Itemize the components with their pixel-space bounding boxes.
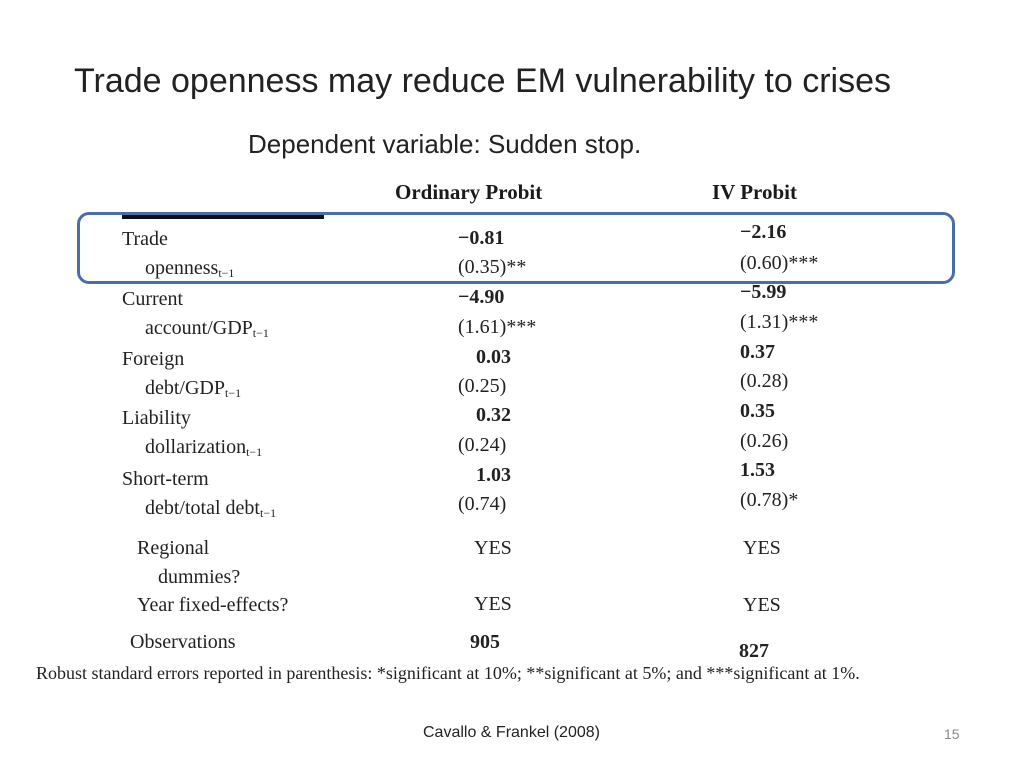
row-label-line1: Liability bbox=[122, 407, 191, 429]
ordinary-probit-regional-dummies: YES bbox=[474, 537, 512, 559]
row-label-line1: Foreign bbox=[122, 348, 185, 370]
source-citation: Cavallo & Frankel (2008) bbox=[423, 724, 600, 741]
iv-probit-std-error: (0.60)*** bbox=[740, 252, 819, 274]
ordinary-probit-std-error: (0.35)** bbox=[458, 256, 527, 278]
ordinary-probit-std-error: (0.25) bbox=[458, 375, 507, 397]
ordinary-probit-coefficient: 1.03 bbox=[476, 464, 511, 486]
row-label-line2: dollarizationt−1 bbox=[145, 436, 263, 459]
ordinary-probit-year-fixed-effects: YES bbox=[474, 593, 512, 615]
slide-subtitle: Dependent variable: Sudden stop. bbox=[248, 129, 642, 159]
ordinary-probit-coefficient: 0.32 bbox=[476, 404, 511, 426]
row-label-line2: debt/GDPt−1 bbox=[145, 377, 242, 400]
year-fixed-effects-label: Year fixed-effects? bbox=[137, 594, 289, 616]
row-label-line2: opennesst−1 bbox=[145, 257, 235, 280]
iv-probit-std-error: (0.28) bbox=[740, 370, 789, 392]
iv-probit-coefficient: −5.99 bbox=[740, 281, 787, 303]
table-footnote: Robust standard errors reported in paren… bbox=[36, 663, 860, 683]
ordinary-probit-std-error: (0.74) bbox=[458, 493, 507, 515]
ordinary-probit-coefficient: 0.03 bbox=[476, 346, 511, 368]
slide-title: Trade openness may reduce EM vulnerabili… bbox=[74, 62, 891, 100]
ordinary-probit-observations: 905 bbox=[470, 631, 500, 653]
iv-probit-regional-dummies: YES bbox=[743, 537, 781, 559]
ordinary-probit-coefficient: −4.90 bbox=[458, 286, 505, 308]
iv-probit-std-error: (0.26) bbox=[740, 430, 789, 452]
table-top-rule bbox=[122, 215, 324, 219]
row-label-line2: account/GDPt−1 bbox=[145, 317, 269, 340]
row-label-line1: Current bbox=[122, 288, 184, 310]
column-header-iv-probit: IV Probit bbox=[712, 180, 797, 204]
regional-dummies-label-line2: dummies? bbox=[158, 566, 241, 588]
ordinary-probit-coefficient: −0.81 bbox=[458, 227, 505, 249]
iv-probit-coefficient: 0.35 bbox=[740, 400, 775, 422]
trade-openness-highlight-box bbox=[77, 212, 955, 284]
row-label-line1: Short-term bbox=[122, 468, 209, 490]
row-label-line2: debt/total debtt−1 bbox=[145, 497, 277, 520]
ordinary-probit-std-error: (1.61)*** bbox=[458, 316, 537, 338]
iv-probit-observations: 827 bbox=[739, 640, 769, 662]
iv-probit-coefficient: −2.16 bbox=[740, 221, 787, 243]
row-label-line1: Trade bbox=[122, 228, 168, 250]
iv-probit-std-error: (0.78)* bbox=[740, 489, 799, 511]
column-header-ordinary-probit: Ordinary Probit bbox=[395, 180, 543, 204]
iv-probit-std-error: (1.31)*** bbox=[740, 311, 819, 333]
iv-probit-coefficient: 1.53 bbox=[740, 459, 775, 481]
observations-label: Observations bbox=[130, 631, 236, 653]
iv-probit-year-fixed-effects: YES bbox=[743, 594, 781, 616]
iv-probit-coefficient: 0.37 bbox=[740, 341, 775, 363]
ordinary-probit-std-error: (0.24) bbox=[458, 434, 507, 456]
regional-dummies-label-line1: Regional bbox=[137, 537, 210, 559]
slide-page-number: 15 bbox=[944, 726, 960, 742]
